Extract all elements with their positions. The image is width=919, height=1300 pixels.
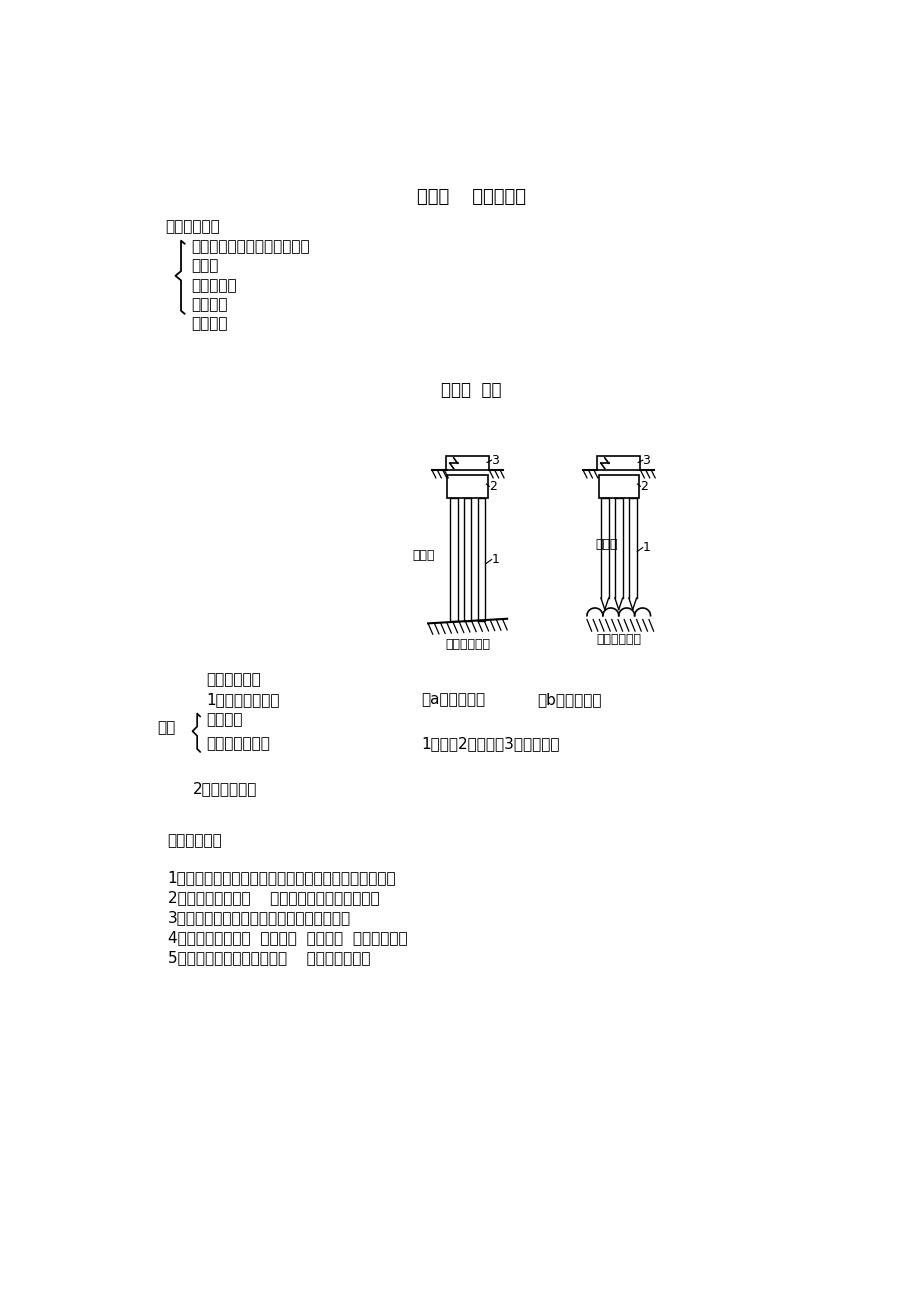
Text: 5、按制作（施工）方法分：    预制桩、灌注桩: 5、按制作（施工）方法分： 预制桩、灌注桩 [167, 950, 369, 966]
Bar [447, 474, 487, 498]
Text: 1: 1 [642, 541, 650, 554]
Text: （b）摩擦桩；: （b）摩擦桩； [537, 692, 601, 707]
Text: 软土层: 软土层 [412, 549, 435, 562]
Text: 深基础的类型: 深基础的类型 [165, 220, 220, 234]
Text: 2、起护壁作用: 2、起护壁作用 [192, 781, 256, 796]
Text: （a）端承桩；: （a）端承桩； [421, 692, 484, 707]
Text: 组成: 组成 [157, 720, 176, 736]
Text: 桩基础（深基础中应用最多）: 桩基础（深基础中应用最多） [191, 239, 309, 255]
Text: 沉井基础: 沉井基础 [191, 296, 227, 312]
Text: 3、按竖向荷载方向分：抗压（较多）、抗拔: 3、按竖向荷载方向分：抗压（较多）、抗拔 [167, 910, 350, 926]
Text: 3: 3 [641, 454, 649, 467]
Text: 2、按横向截面分：    方、圆、多边、三角、十字: 2、按横向截面分： 方、圆、多边、三角、十字 [167, 891, 379, 906]
Text: 1: 1 [491, 552, 499, 566]
Bar [449, 498, 457, 621]
Text: 第一节  概述: 第一节 概述 [441, 381, 501, 399]
Text: 地下连续墙: 地下连续墙 [191, 278, 236, 292]
Bar [477, 498, 485, 621]
Text: 沉箱基础: 沉箱基础 [191, 316, 227, 332]
Text: 墩基础: 墩基础 [191, 259, 218, 273]
Text: 1、作为基础使用: 1、作为基础使用 [206, 692, 279, 707]
Text: 第二章    桩基础工程: 第二章 桩基础工程 [416, 188, 526, 207]
Bar [596, 456, 640, 471]
Text: 二、桩的分类: 二、桩的分类 [167, 833, 222, 849]
Text: 1、按材料分：钢、混凝土、钢筋混凝土、钢管混凝土等: 1、按材料分：钢、混凝土、钢筋混凝土、钢管混凝土等 [167, 871, 396, 885]
Bar [598, 474, 638, 498]
Text: 岩层或硬土层: 岩层或硬土层 [445, 638, 490, 651]
Bar [463, 498, 471, 621]
Text: 承台（承台梁）: 承台（承台梁） [206, 737, 270, 751]
Text: 一、桩的作用: 一、桩的作用 [206, 672, 261, 686]
Text: 2: 2 [489, 480, 496, 493]
Text: 3: 3 [491, 454, 498, 467]
Text: 1－桩；2－承台；3－上部结构: 1－桩；2－承台；3－上部结构 [421, 737, 559, 751]
Text: 软土层: 软土层 [596, 538, 618, 551]
Bar [446, 456, 489, 471]
Text: 岩层或硬土层: 岩层或硬土层 [596, 633, 641, 646]
Text: 若干根桩: 若干根桩 [206, 712, 243, 727]
Text: 4、按受力性质分：  摩擦桩、  端承桩、  抗拔（浮）桩: 4、按受力性质分： 摩擦桩、 端承桩、 抗拔（浮）桩 [167, 931, 407, 945]
Text: 2: 2 [640, 480, 648, 493]
